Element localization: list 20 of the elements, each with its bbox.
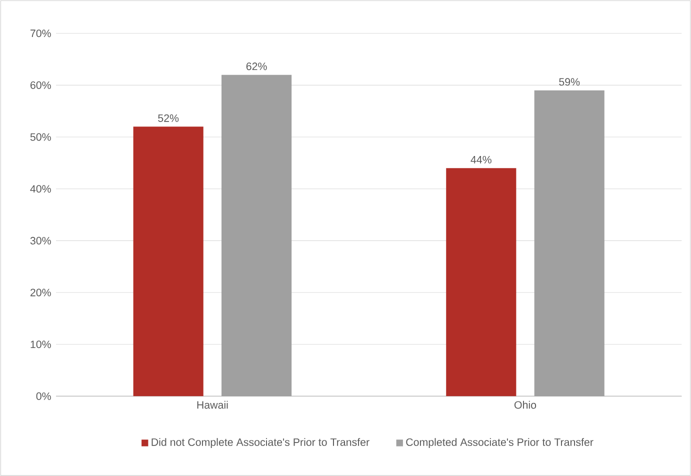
bar — [534, 90, 604, 396]
data-label: 52% — [158, 114, 179, 122]
y-tick-label: 70% — [30, 29, 51, 38]
bar — [446, 168, 516, 396]
bar — [133, 126, 204, 396]
legend-label: Completed Associate's Prior to Transfer — [406, 438, 594, 448]
legend-label: Did not Complete Associate's Prior to Transfer — [152, 438, 370, 448]
x-tick-label: Hawaii — [197, 400, 228, 409]
y-tick-label: 30% — [30, 236, 51, 244]
data-label: 59% — [559, 78, 580, 86]
x-tick-label: Ohio — [514, 400, 536, 409]
y-tick-label: 60% — [30, 81, 51, 89]
y-tick-label: 50% — [30, 133, 51, 141]
y-tick-label: 10% — [30, 340, 51, 348]
data-label: 62% — [246, 62, 267, 70]
y-tick-label: 0% — [36, 392, 51, 400]
data-label: 44% — [470, 156, 492, 164]
bar — [222, 74, 292, 396]
y-tick-label: 20% — [30, 288, 51, 296]
y-tick-label: 40% — [30, 184, 51, 193]
